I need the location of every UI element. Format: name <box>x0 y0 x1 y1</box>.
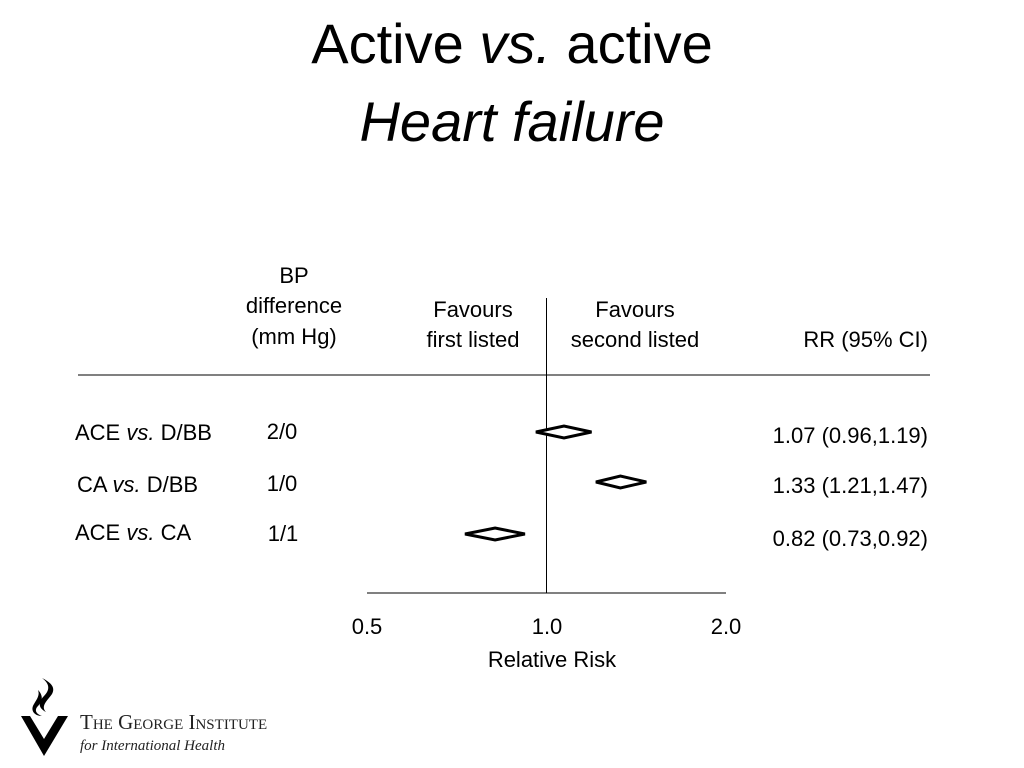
row-first: CA <box>77 472 107 497</box>
title-active: Active <box>311 12 480 75</box>
bp-header-line3: (mm Hg) <box>251 324 337 349</box>
bp-value: 1/0 <box>266 471 298 496</box>
x-tick-label: 0.5 <box>351 614 383 639</box>
row-vs: vs. <box>126 420 155 445</box>
row-label: ACE vs. CA <box>75 522 191 544</box>
title-vs: vs. <box>479 12 551 75</box>
title-active-2: active <box>550 12 713 75</box>
x-tick-label: 2.0 <box>710 614 742 639</box>
row-first: ACE <box>75 520 121 545</box>
row-label: CA vs. D/BB <box>77 474 198 496</box>
rr-header: RR (95% CI) <box>803 327 928 352</box>
estimate-diamond <box>464 526 526 542</box>
row-second: D/BB <box>160 420 212 445</box>
bp-header-line2: difference <box>245 293 343 318</box>
rr-value: 0.82 (0.73,0.92) <box>772 526 928 551</box>
row-second: CA <box>160 520 192 545</box>
rr-value: 1.33 (1.21,1.47) <box>772 473 928 498</box>
row-second: D/BB <box>146 472 199 497</box>
logo-name: The George Institute <box>80 710 268 734</box>
favours-second-line2: second listed <box>570 327 700 352</box>
estimate-diamond <box>535 424 592 440</box>
george-institute-logo-icon <box>21 678 68 756</box>
x-tick-label: 1.0 <box>531 614 563 639</box>
favours-second-line1: Favours <box>595 297 675 322</box>
logo-subtitle: for International Health <box>80 738 225 754</box>
bp-value: 1/1 <box>267 521 299 546</box>
row-vs: vs. <box>126 520 155 545</box>
row-label: ACE vs. D/BB <box>75 422 212 444</box>
favours-first-line2: first listed <box>426 327 520 352</box>
bp-header-line1: BP <box>279 263 309 288</box>
estimate-diamond <box>595 474 647 490</box>
favours-first-line1: Favours <box>433 297 513 322</box>
slide-subtitle: Heart failure <box>359 90 665 153</box>
rr-value: 1.07 (0.96,1.19) <box>772 423 928 448</box>
slide-title: Active vs. active <box>0 16 1024 72</box>
row-first: ACE <box>75 420 121 445</box>
row-vs: vs. <box>112 472 141 497</box>
x-axis-label: Relative Risk <box>487 647 617 672</box>
bp-value: 2/0 <box>266 419 298 444</box>
